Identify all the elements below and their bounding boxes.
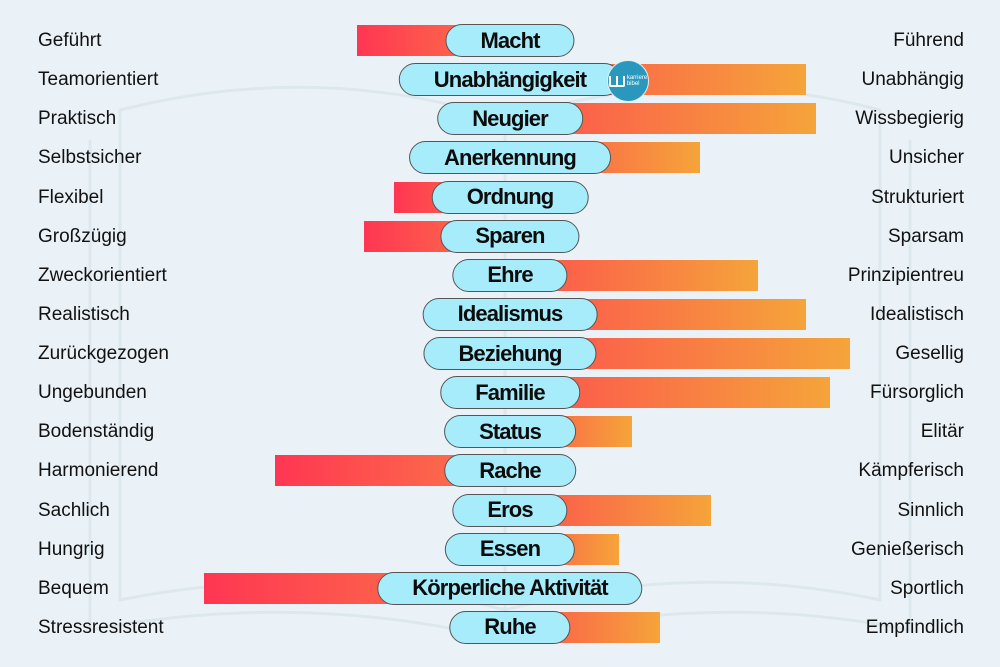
category-label: Sparen: [475, 223, 545, 249]
category-label: Idealismus: [457, 301, 564, 327]
category-pill: Ordnung: [431, 180, 589, 214]
chart-row: Teamorientiert Unabhängigkeit Unabhängig: [0, 60, 1000, 99]
right-pole-label: Elitär: [920, 421, 964, 443]
category-pill: Beziehung: [423, 337, 597, 371]
left-pole-label: Harmonierend: [38, 460, 159, 482]
right-pole-label: Strukturiert: [871, 186, 964, 208]
chart-row: Praktisch Neugier Wissbegierig: [0, 99, 1000, 138]
category-label: Ehre: [487, 262, 533, 288]
category-label: Ruhe: [484, 614, 536, 640]
karrierebibel-logo: karriere bibel: [607, 60, 649, 102]
right-pole-label: Führend: [893, 30, 964, 51]
category-pill: Status: [444, 415, 576, 449]
left-pole-label: Hungrig: [38, 538, 105, 560]
category-pill: Familie: [440, 376, 580, 410]
category-label: Beziehung: [458, 340, 562, 366]
left-pole-label: Bodenständig: [38, 421, 155, 443]
chart-row: Sachlich Eros Sinnlich: [0, 491, 1000, 530]
chart-row: Ungebunden Familie Fürsorglich: [0, 373, 1000, 412]
book-icon: [608, 75, 625, 87]
left-pole-label: Bequem: [38, 577, 109, 599]
category-label: Körperliche Aktivität: [412, 575, 608, 601]
category-label: Essen: [479, 536, 541, 562]
category-label: Anerkennung: [444, 144, 577, 170]
category-label: Rache: [479, 457, 541, 483]
right-pole-label: Idealistisch: [870, 303, 964, 325]
chart-row: Bequem Körperliche Aktivität Sportlich: [0, 569, 1000, 608]
left-pole-label: Sachlich: [38, 499, 110, 521]
left-pole-label: Selbstsicher: [38, 147, 142, 169]
category-label: Unabhängigkeit: [433, 66, 587, 92]
category-label: Neugier: [472, 105, 549, 131]
category-label: Eros: [487, 497, 533, 523]
right-pole-label: Genießerisch: [851, 538, 964, 560]
chart-row: Flexibel Ordnung Strukturiert: [0, 178, 1000, 217]
left-pole-label: Großzügig: [38, 225, 127, 247]
right-pole-label: Sparsam: [887, 225, 964, 247]
category-label: Ordnung: [466, 184, 554, 210]
category-pill: Eros: [452, 493, 568, 527]
chart-row: Hungrig Essen Genießerisch: [0, 530, 1000, 569]
left-pole-label: Realistisch: [38, 303, 130, 325]
category-pill: Neugier: [437, 102, 583, 136]
left-pole-label: Flexibel: [38, 186, 104, 208]
left-pole-label: Teamorientiert: [38, 69, 159, 91]
category-label: Macht: [480, 27, 540, 53]
left-pole-label: Zurückgezogen: [38, 343, 169, 365]
left-pole-label: Geführt: [38, 30, 102, 51]
chart-row: Realistisch Idealismus Idealistisch: [0, 295, 1000, 334]
category-pill: Unabhängigkeit: [398, 63, 622, 97]
right-pole-label: Fürsorglich: [870, 382, 964, 404]
right-pole-label: Unsicher: [889, 147, 964, 169]
category-pill: Macht: [445, 24, 575, 57]
right-pole-label: Wissbegierig: [855, 108, 964, 130]
right-pole-label: Unabhängig: [861, 69, 964, 91]
chart-row: Selbstsicher Anerkennung Unsicher: [0, 138, 1000, 177]
left-pole-label: Ungebunden: [38, 382, 147, 404]
left-pole-label: Praktisch: [38, 108, 117, 130]
left-pole-label: Stressresistent: [38, 616, 164, 638]
category-pill: Ruhe: [449, 610, 571, 644]
left-pole-label: Zweckorientiert: [38, 264, 167, 286]
chart-row: Harmonierend Rache Kämpferisch: [0, 451, 1000, 490]
category-pill: Idealismus: [422, 297, 598, 331]
category-pill: Sparen: [440, 219, 580, 253]
right-pole-label: Prinzipientreu: [847, 264, 964, 286]
category-pill: Anerkennung: [409, 141, 611, 175]
right-pole-label: Sportlich: [890, 577, 964, 599]
chart-row: Geführt Macht Führend: [0, 21, 1000, 60]
right-pole-label: Kämpferisch: [858, 460, 964, 482]
right-pole-label: Gesellig: [895, 343, 964, 365]
category-pill: Essen: [444, 532, 576, 566]
right-pole-label: Empfindlich: [865, 616, 964, 638]
chart-row: Zurückgezogen Beziehung Gesellig: [0, 334, 1000, 373]
chart-row: Zweckorientiert Ehre Prinzipientreu: [0, 256, 1000, 295]
right-pole-label: Sinnlich: [897, 499, 964, 521]
category-pill: Körperliche Aktivität: [377, 571, 643, 605]
chart-row: Stressresistent Ruhe Empfindlich: [0, 608, 1000, 647]
category-pill: Rache: [444, 454, 576, 488]
category-pill: Ehre: [452, 258, 568, 292]
category-label: Familie: [475, 379, 545, 405]
category-label: Status: [479, 418, 542, 444]
chart-row: Großzügig Sparen Sparsam: [0, 217, 1000, 256]
chart-row: Bodenständig Status Elitär: [0, 412, 1000, 451]
